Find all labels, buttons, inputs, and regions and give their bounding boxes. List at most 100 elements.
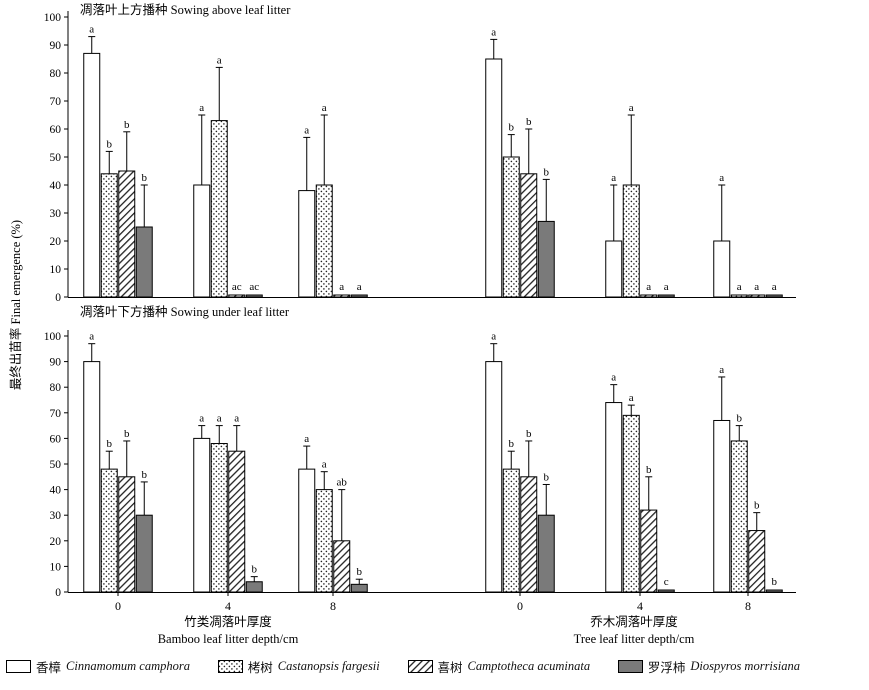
y-axis-label: 最终出苗率 Final emergence (%) — [8, 220, 23, 390]
legend-item-diospyros: 罗浮柿 Diospyros morrisiana — [617, 657, 800, 676]
chart-text: 乔木凋落叶厚度 — [590, 614, 678, 629]
sig-letter: b — [737, 413, 743, 425]
sig-letter: c — [664, 576, 669, 588]
bar-dots — [622, 414, 640, 593]
bar-open-white — [485, 361, 503, 593]
chart-text: 100 — [44, 12, 62, 24]
sig-letter: a — [629, 102, 634, 114]
sig-letter: ac — [249, 281, 259, 293]
chart-legend: 香樟 Cinnamomum camphora 栲树 Castanopsis fa… — [6, 657, 800, 676]
bar-open-white — [605, 240, 623, 298]
sig-letter: a — [322, 102, 327, 114]
sig-letter: a — [491, 331, 496, 343]
bar-open-white — [485, 58, 503, 298]
bar-solid-gray — [135, 514, 153, 593]
chart-text: 20 — [50, 536, 62, 548]
bar-solid-gray — [350, 583, 368, 593]
sig-letter: a — [322, 459, 327, 471]
bar-diagonal-hatch — [118, 476, 136, 593]
bar-dots — [100, 468, 118, 593]
bar-open-white — [193, 184, 211, 298]
sig-letter: a — [199, 413, 204, 425]
legend-item-camptotheca: 喜树 Camptotheca acuminata — [407, 657, 590, 676]
legend-label-zh: 香樟 — [36, 661, 62, 675]
bar-diagonal-hatch — [640, 294, 658, 298]
bar-dots — [502, 468, 520, 593]
sig-letter: a — [611, 172, 616, 184]
sig-letter: b — [107, 438, 113, 450]
chart-text: 凋落叶下方播种 Sowing under leaf litter — [80, 304, 290, 319]
chart-text: Bamboo leaf litter depth/cm — [158, 632, 299, 646]
bar-solid-gray — [765, 589, 783, 593]
sig-letter: a — [754, 281, 759, 293]
bar-open-white — [713, 240, 731, 298]
bar-diagonal-hatch — [228, 294, 246, 298]
bar-diagonal-hatch — [228, 450, 246, 593]
bar-dots — [210, 120, 228, 298]
chart-text: 40 — [50, 180, 62, 192]
bar-dots — [730, 440, 748, 593]
sig-letter: b — [544, 166, 550, 178]
bar-diagonal-hatch — [520, 476, 538, 593]
legend-label-zh: 栲树 — [247, 661, 273, 675]
panel-above-litter: 0 10 20 30 40 50 60 70 80 90 100 凋落叶上方播种 Sowing abo… — [44, 2, 796, 304]
chart-text: 60 — [50, 124, 62, 136]
chart-text: 70 — [50, 408, 62, 420]
bar-solid-gray — [657, 294, 675, 298]
bar-solid-gray — [537, 220, 555, 298]
chart-text: 0 — [55, 292, 61, 304]
chart-text: 0 — [115, 599, 121, 613]
chart-text: 50 — [50, 459, 62, 471]
bar-diagonal-hatch — [748, 294, 766, 298]
sig-letter: a — [611, 372, 616, 384]
bar-diagonal-hatch — [640, 509, 658, 593]
legend-swatch-gray-icon — [617, 660, 643, 673]
chart-text: Tree leaf litter depth/cm — [574, 632, 695, 646]
bar-open-white — [298, 190, 316, 298]
legend-label-latin: Castanopsis fargesii — [277, 659, 380, 673]
sig-letter: b — [357, 566, 363, 578]
sig-letter: b — [107, 138, 113, 150]
bar-dots — [502, 156, 520, 298]
bar-diagonal-hatch — [333, 294, 351, 298]
bar-diagonal-hatch — [520, 173, 538, 298]
sig-letter: a — [719, 172, 724, 184]
sig-letter: b — [142, 469, 148, 481]
bar-open-white — [83, 361, 101, 593]
bar-open-white — [193, 437, 211, 593]
bar-solid-gray — [537, 514, 555, 593]
legend-label-latin: Cinnamomum camphora — [66, 659, 190, 673]
sig-letter: a — [217, 413, 222, 425]
sig-letter: b — [124, 428, 130, 440]
chart-text: 20 — [50, 236, 62, 248]
bar-open-white — [298, 468, 316, 593]
legend-label-latin: Diospyros morrisiana — [690, 659, 800, 673]
chart-text: 凋落叶上方播种 Sowing above leaf litter — [80, 2, 291, 17]
chart-text: 4 — [225, 599, 231, 613]
bar-open-white — [605, 402, 623, 593]
bar-diagonal-hatch — [333, 540, 351, 593]
bar-solid-gray — [657, 589, 675, 593]
sig-letter: a — [664, 281, 669, 293]
bar-solid-gray — [350, 294, 368, 298]
sig-letter: ac — [232, 281, 242, 293]
bar-dots — [315, 184, 333, 298]
sig-letter: a — [304, 124, 309, 136]
bar-solid-gray — [135, 226, 153, 298]
sig-letter: b — [142, 172, 148, 184]
chart-text: 竹类凋落叶厚度 — [184, 614, 272, 629]
chart-text: 10 — [50, 264, 62, 276]
chart-text: 0 — [55, 587, 61, 599]
sig-letter: b — [772, 576, 778, 588]
sig-letter: a — [772, 281, 777, 293]
bar-open-white — [83, 52, 101, 298]
sig-letter: a — [234, 413, 239, 425]
sig-letter: b — [509, 122, 515, 134]
sig-letter: b — [509, 438, 515, 450]
chart-text: 0 — [517, 599, 523, 613]
sig-letter: a — [89, 331, 94, 343]
sig-letter: b — [646, 464, 652, 476]
sig-letter: b — [754, 500, 760, 512]
